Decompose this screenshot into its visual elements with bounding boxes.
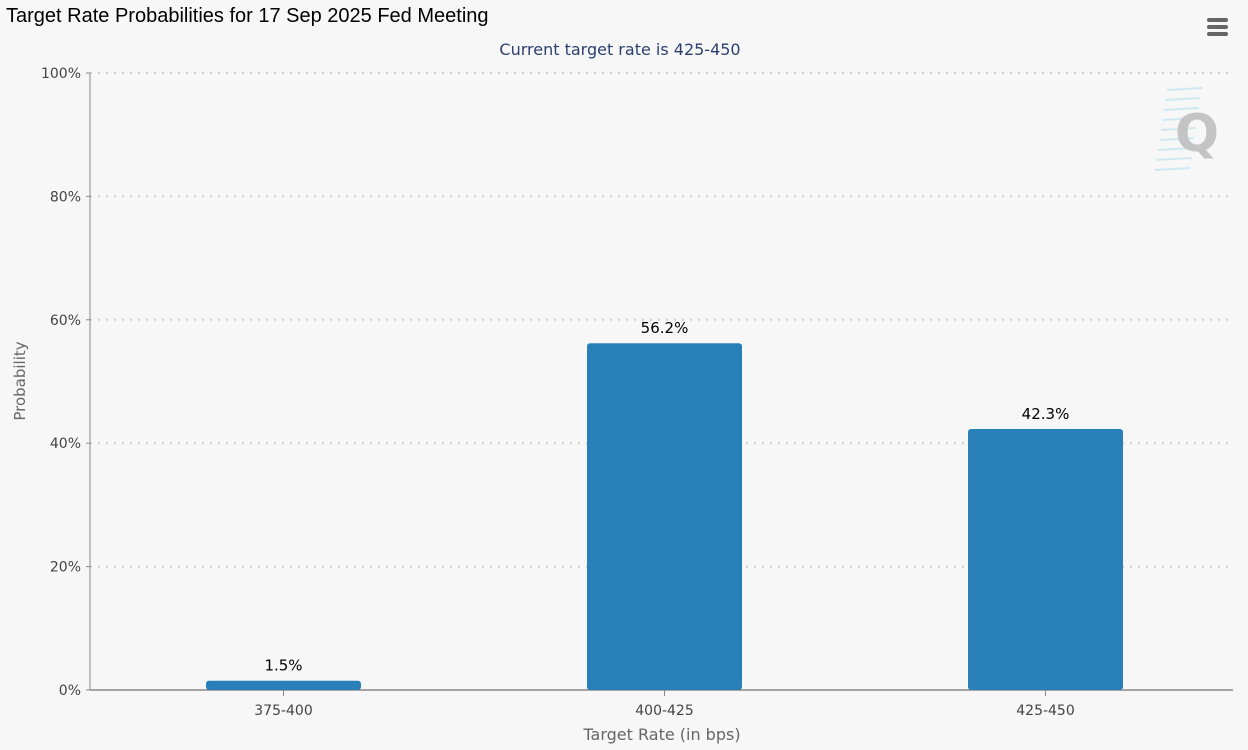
y-tick-label: 60% [50,313,81,329]
data-label: 42.3% [1022,405,1070,423]
bar-375-400[interactable] [206,680,361,690]
chart-subtitle: Current target rate is 425-450 [499,40,740,59]
q-logo-watermark-icon: Q [1154,87,1219,171]
x-tick-label: 400-425 [635,703,694,719]
watermark-letter: Q [1175,104,1219,164]
watermark-stroke [1159,137,1195,141]
watermark-stroke [1154,167,1191,171]
data-label: 1.5% [264,657,302,675]
y-tick-label: 20% [50,560,81,576]
watermark-stroke [1166,87,1203,91]
y-tick-label: 100% [41,66,81,82]
watermark-stroke [1157,147,1194,151]
x-tick-label: 375-400 [254,703,313,719]
y-axis-label: Probability [11,341,29,420]
y-tick-label: 0% [59,683,81,699]
bar-425-450[interactable] [968,429,1123,690]
watermark-stroke [1160,127,1197,131]
watermark-stroke [1156,157,1192,161]
watermark-stroke [1163,107,1200,111]
data-label: 56.2% [641,319,689,337]
y-tick-label: 80% [50,189,81,205]
watermark-stroke [1165,97,1201,101]
x-tick-label: 425-450 [1016,703,1075,719]
bar-400-425[interactable] [587,343,742,690]
hamburger-menu-icon[interactable] [1202,14,1232,44]
y-tick-label: 40% [50,436,81,452]
x-axis-label: Target Rate (in bps) [582,725,740,744]
chart-title: Target Rate Probabilities for 17 Sep 202… [6,5,489,27]
watermark-stroke [1162,117,1198,121]
